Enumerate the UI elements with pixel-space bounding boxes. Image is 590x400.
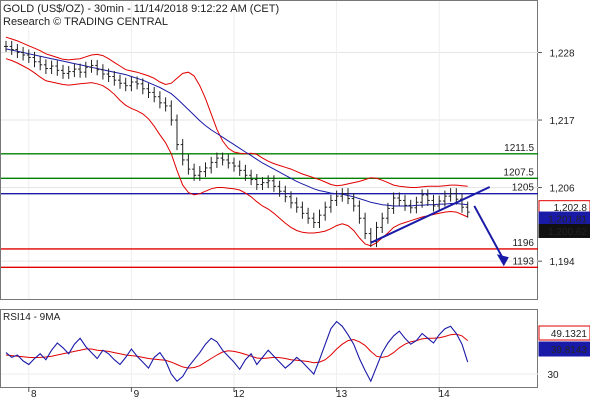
bollinger-upper-line (5, 36, 468, 188)
x-tick-label: 14 (439, 389, 451, 400)
annotations (370, 186, 509, 267)
rsi-tag-label: 39.8143 (551, 345, 588, 356)
forecast-arrow-head (496, 254, 509, 267)
rsi-title: RSI14 - 9MA (3, 312, 61, 323)
price-y-tick-label: 1,194 (549, 257, 574, 268)
level-label: 1211.5 (504, 143, 534, 154)
x-tick-label: 12 (233, 389, 245, 400)
level-label: 1207.5 (503, 167, 534, 178)
price-tags: 1,202.81,201.811,200.62 49.1321 39.8143 (538, 200, 590, 357)
bollinger-bands (5, 36, 468, 247)
x-tick-label: 9 (134, 389, 140, 400)
moving-average (5, 48, 468, 207)
price-bars (4, 40, 470, 248)
forecast-arrow-shaft (473, 205, 504, 259)
bollinger-lower-line (5, 58, 468, 247)
price-tag-label: 1,201.81 (548, 215, 587, 226)
rsi-panel-frame (0, 309, 538, 388)
price-y-tick-label: 1,228 (549, 49, 574, 60)
x-tick-label: 8 (31, 389, 37, 400)
price-tag-label: 1,202.8 (554, 203, 588, 214)
level-label: 1196 (512, 238, 534, 249)
horizontal-levels: 1211.5 1207.5 1205 1196 1193 (1, 143, 538, 269)
x-tick-label: 13 (336, 389, 348, 400)
chart-title: GOLD (US$/OZ) - 30min - 11/14/2018 9:12:… (3, 3, 279, 15)
price-tag-label: 1,200.62 (548, 227, 587, 238)
y-axis: 1,228 1,217 1,206 1,194 30 (538, 49, 575, 381)
price-tag-box (538, 223, 590, 238)
rsi-y-tick-label: 30 (547, 370, 559, 381)
level-label: 1193 (512, 256, 534, 267)
rsi-lines (5, 320, 469, 383)
price-y-tick-label: 1,217 (549, 116, 574, 127)
trendline (370, 186, 491, 244)
rsi-tag-box (538, 325, 590, 341)
moving-average-line (5, 48, 468, 207)
rsi-tag-label: 49.1321 (551, 329, 588, 340)
x-axis: 8 9 12 13 14 (28, 387, 451, 400)
rsi-ma-line (5, 333, 469, 369)
rsi-line (5, 320, 469, 383)
level-label: 1205 (512, 183, 535, 194)
price-panel-frame (0, 0, 538, 300)
price-y-tick-label: 1,206 (549, 184, 574, 195)
chart-subtitle: Research © TRADING CENTRAL (3, 16, 168, 28)
rsi-tag-box (538, 341, 590, 357)
